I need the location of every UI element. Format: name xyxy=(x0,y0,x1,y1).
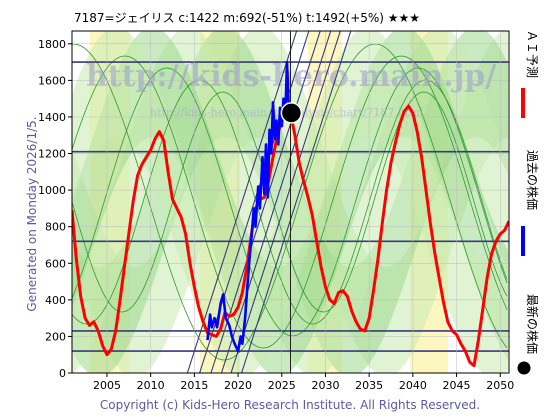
y-tick-label: 1600 xyxy=(38,74,66,87)
chart-title: 7187=ジェイリス c:1422 m:692(-51%) t:1492(+5%… xyxy=(74,11,420,25)
y-tick-label: 1000 xyxy=(38,184,66,197)
generated-date: Generated on Monday 2026/1/5. xyxy=(25,116,39,311)
x-tick-label: 2035 xyxy=(355,379,383,392)
current-marker xyxy=(280,102,303,124)
y-axis-ticks: 0 200 400 600 800 1000 1200 1400 1600 1800 xyxy=(38,38,72,380)
y-tick-label: 200 xyxy=(45,330,66,343)
plot-frame xyxy=(71,30,510,374)
legend-swatch-latest xyxy=(517,361,531,375)
trend-lines xyxy=(186,31,352,373)
past-price-line xyxy=(206,60,293,353)
x-tick-label: 2025 xyxy=(268,379,296,392)
x-tick-label: 2030 xyxy=(311,379,339,392)
x-tick-label: 2010 xyxy=(137,379,165,392)
legend-swatch-past xyxy=(521,226,525,256)
forecast-bands xyxy=(72,31,508,373)
trend-line xyxy=(241,31,352,373)
current-price-marker xyxy=(280,102,303,124)
x-axis-ticks: 2005 2010 2015 2020 2025 2030 2035 2040 2045 2050 xyxy=(93,373,514,392)
y-tick-label: 0 xyxy=(59,367,66,380)
x-tick-label: 2045 xyxy=(443,379,471,392)
trend-line xyxy=(220,31,332,373)
trend-line xyxy=(186,31,298,373)
legend-label-past: 過去の株価 xyxy=(525,150,540,210)
green-envelope-line xyxy=(72,55,508,349)
green-envelope-line xyxy=(72,91,508,313)
y-tick-label: 1400 xyxy=(38,111,66,124)
legend-swatch-ai xyxy=(521,88,525,118)
y-tick-label: 1800 xyxy=(38,38,66,51)
green-envelope-line xyxy=(72,43,508,361)
watermark-url: http://kids-hero.main.jp/ xyxy=(86,59,496,94)
legend-label-ai: ＡＩ予測 xyxy=(525,30,539,78)
x-tick-label: 2020 xyxy=(224,379,252,392)
copyright-footer: Copyright (c) Kids-Hero Research Institu… xyxy=(100,398,480,412)
legend-label-latest: 最新の株価 xyxy=(525,294,540,354)
x-tick-label: 2040 xyxy=(399,379,427,392)
y-tick-label: 1200 xyxy=(38,148,66,161)
y-tick-label: 600 xyxy=(45,257,66,270)
y-tick-label: 800 xyxy=(45,221,66,234)
x-tick-label: 2050 xyxy=(486,379,514,392)
trend-line xyxy=(230,31,341,373)
x-tick-label: 2005 xyxy=(93,379,121,392)
x-tick-label: 2015 xyxy=(180,379,208,392)
legend: ＡＩ予測 過去の株価 最新の株価 xyxy=(517,30,540,375)
green-envelope-line xyxy=(72,67,508,337)
y-tick-label: 400 xyxy=(45,294,66,307)
